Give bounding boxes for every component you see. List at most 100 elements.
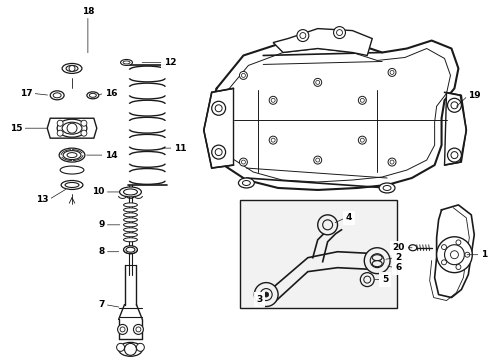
- Circle shape: [117, 324, 127, 334]
- Ellipse shape: [119, 342, 142, 356]
- Circle shape: [315, 80, 319, 84]
- Circle shape: [449, 251, 457, 259]
- Circle shape: [215, 105, 222, 112]
- Text: 18: 18: [81, 6, 94, 15]
- Polygon shape: [273, 28, 371, 55]
- Ellipse shape: [89, 93, 96, 97]
- Circle shape: [358, 96, 366, 104]
- Circle shape: [260, 289, 272, 301]
- Circle shape: [387, 68, 395, 76]
- Circle shape: [373, 258, 379, 264]
- Circle shape: [268, 96, 277, 104]
- Ellipse shape: [67, 153, 77, 158]
- Ellipse shape: [123, 208, 137, 212]
- Ellipse shape: [123, 228, 137, 232]
- Circle shape: [69, 66, 75, 71]
- Text: 2: 2: [394, 253, 401, 262]
- Circle shape: [211, 145, 225, 159]
- Circle shape: [450, 102, 457, 109]
- Ellipse shape: [123, 238, 137, 242]
- Text: 7: 7: [98, 300, 104, 309]
- Circle shape: [317, 215, 337, 235]
- Text: 13: 13: [36, 195, 48, 204]
- Circle shape: [57, 120, 63, 126]
- Circle shape: [271, 138, 275, 142]
- Circle shape: [136, 327, 141, 332]
- Text: 6: 6: [394, 263, 401, 272]
- Circle shape: [450, 152, 457, 159]
- Ellipse shape: [121, 59, 132, 66]
- Circle shape: [389, 160, 393, 164]
- Ellipse shape: [378, 183, 394, 193]
- Ellipse shape: [57, 119, 87, 137]
- Ellipse shape: [126, 247, 135, 252]
- Ellipse shape: [62, 63, 82, 73]
- Circle shape: [322, 220, 332, 230]
- Ellipse shape: [123, 189, 137, 195]
- Circle shape: [116, 343, 124, 351]
- Circle shape: [441, 244, 446, 249]
- Circle shape: [447, 98, 461, 112]
- Circle shape: [389, 71, 393, 75]
- Ellipse shape: [123, 203, 137, 207]
- Circle shape: [360, 138, 364, 142]
- Circle shape: [81, 120, 87, 126]
- Text: 20: 20: [392, 243, 404, 252]
- Circle shape: [360, 273, 373, 287]
- Text: 5: 5: [381, 275, 387, 284]
- Circle shape: [268, 136, 277, 144]
- Ellipse shape: [408, 245, 416, 251]
- Ellipse shape: [123, 233, 137, 237]
- Circle shape: [313, 78, 321, 86]
- Circle shape: [336, 30, 342, 36]
- Ellipse shape: [66, 66, 78, 71]
- Ellipse shape: [123, 213, 137, 217]
- Text: 4: 4: [345, 213, 351, 222]
- Ellipse shape: [60, 166, 84, 174]
- Circle shape: [313, 156, 321, 164]
- Polygon shape: [444, 92, 466, 165]
- Text: 3: 3: [256, 295, 262, 304]
- Ellipse shape: [242, 180, 250, 185]
- Circle shape: [241, 160, 245, 164]
- Ellipse shape: [238, 178, 254, 188]
- Circle shape: [315, 158, 319, 162]
- Circle shape: [444, 245, 464, 265]
- Circle shape: [369, 254, 383, 268]
- Circle shape: [363, 276, 370, 283]
- Polygon shape: [47, 118, 97, 138]
- Text: 19: 19: [468, 91, 480, 100]
- Circle shape: [436, 237, 471, 273]
- Circle shape: [441, 260, 446, 265]
- Circle shape: [364, 248, 389, 274]
- Text: 1: 1: [480, 250, 487, 259]
- Ellipse shape: [123, 61, 130, 64]
- Circle shape: [81, 130, 87, 136]
- Circle shape: [67, 123, 77, 133]
- Circle shape: [263, 292, 268, 297]
- Circle shape: [299, 32, 305, 39]
- Ellipse shape: [120, 187, 141, 197]
- Circle shape: [215, 149, 222, 156]
- Ellipse shape: [371, 261, 381, 267]
- Text: 10: 10: [92, 188, 104, 197]
- Ellipse shape: [123, 223, 137, 227]
- Circle shape: [387, 158, 395, 166]
- Text: 15: 15: [10, 124, 22, 133]
- Ellipse shape: [61, 180, 83, 189]
- Circle shape: [333, 27, 345, 39]
- Text: 17: 17: [20, 89, 32, 98]
- Ellipse shape: [123, 218, 137, 222]
- Bar: [240, 200, 396, 307]
- Ellipse shape: [87, 92, 99, 99]
- Circle shape: [124, 343, 136, 355]
- Circle shape: [455, 240, 460, 245]
- Circle shape: [239, 71, 247, 80]
- Ellipse shape: [62, 122, 82, 134]
- Polygon shape: [203, 88, 233, 168]
- Circle shape: [241, 73, 245, 77]
- Circle shape: [211, 101, 225, 115]
- Ellipse shape: [50, 91, 64, 100]
- Circle shape: [447, 148, 461, 162]
- Ellipse shape: [371, 255, 381, 261]
